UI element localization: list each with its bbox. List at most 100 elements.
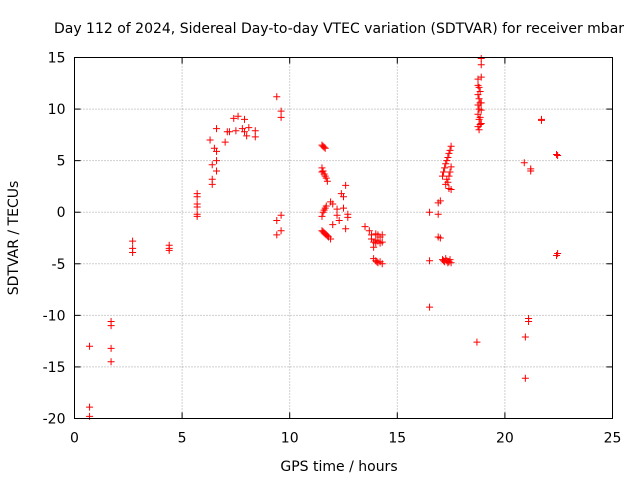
data-point xyxy=(273,93,281,101)
data-point xyxy=(327,235,335,243)
data-point xyxy=(208,161,216,169)
data-point xyxy=(477,120,485,128)
data-point xyxy=(340,204,347,212)
data-point xyxy=(444,178,452,186)
data-point xyxy=(477,99,485,107)
data-point xyxy=(521,333,529,341)
data-point xyxy=(378,231,386,239)
data-point xyxy=(476,113,484,121)
data-point xyxy=(446,146,454,154)
data-point xyxy=(436,234,444,242)
data-point xyxy=(273,231,281,239)
data-point xyxy=(473,338,481,346)
data-point xyxy=(475,95,483,103)
data-point xyxy=(520,159,528,167)
data-point xyxy=(107,344,115,352)
data-point xyxy=(213,125,221,133)
data-point xyxy=(322,202,330,210)
data-point xyxy=(277,227,285,235)
data-point xyxy=(208,180,216,188)
data-point xyxy=(477,61,485,69)
data-point xyxy=(477,55,485,63)
data-point xyxy=(378,260,386,268)
data-point xyxy=(243,132,251,140)
data-point xyxy=(221,138,229,146)
x-axis-label: GPS time / hours xyxy=(280,459,397,475)
data-point xyxy=(277,113,285,121)
data-point xyxy=(447,142,455,150)
data-point xyxy=(447,259,455,267)
grid-lines xyxy=(74,57,613,419)
data-point xyxy=(446,168,454,176)
data-point xyxy=(477,73,485,81)
chart-title: Day 112 of 2024, Sidereal Day-to-day VTE… xyxy=(54,21,624,37)
data-point xyxy=(445,149,453,157)
data-point xyxy=(318,212,326,220)
data-point xyxy=(443,157,451,165)
y-tick-label: -20 xyxy=(43,412,66,428)
y-tick-label: 0 xyxy=(57,205,66,221)
data-point xyxy=(436,197,444,205)
data-point xyxy=(277,107,285,115)
x-tick-label: 20 xyxy=(496,431,514,447)
data-point xyxy=(370,243,378,251)
data-point xyxy=(329,200,337,208)
data-point xyxy=(440,168,448,176)
data-point xyxy=(553,150,561,158)
data-point xyxy=(213,157,221,165)
data-point xyxy=(245,124,253,132)
data-point xyxy=(251,127,259,135)
data-point xyxy=(426,208,434,216)
data-point xyxy=(273,216,281,224)
data-point xyxy=(329,221,337,229)
data-point xyxy=(445,172,453,180)
data-points xyxy=(86,55,562,420)
data-point xyxy=(361,223,369,231)
data-point xyxy=(527,167,535,175)
data-point xyxy=(323,232,331,240)
data-point xyxy=(241,115,249,123)
data-point xyxy=(251,133,259,141)
data-point xyxy=(322,174,330,182)
data-point xyxy=(232,127,240,135)
data-point xyxy=(365,227,373,235)
y-tick-label: -15 xyxy=(43,360,66,376)
data-point xyxy=(230,114,238,122)
data-point xyxy=(476,88,484,96)
data-point xyxy=(554,151,562,159)
data-point xyxy=(277,211,285,219)
data-point xyxy=(342,181,350,189)
x-tick-label: 15 xyxy=(388,431,406,447)
data-point xyxy=(213,147,221,155)
data-point xyxy=(213,167,221,175)
data-point xyxy=(129,237,137,245)
data-point xyxy=(434,210,442,218)
data-point xyxy=(340,193,347,201)
data-point xyxy=(475,126,483,134)
data-point xyxy=(320,143,328,151)
data-point xyxy=(86,342,94,350)
data-point xyxy=(446,256,454,264)
data-point xyxy=(476,121,484,129)
data-point xyxy=(86,403,94,411)
data-point xyxy=(344,210,352,218)
data-point xyxy=(333,211,341,219)
data-point xyxy=(165,246,173,254)
data-point xyxy=(193,212,201,220)
data-point xyxy=(129,248,137,256)
data-point xyxy=(107,358,115,366)
data-point xyxy=(323,177,331,185)
data-point xyxy=(319,167,327,175)
data-point xyxy=(107,322,115,330)
data-point xyxy=(225,128,233,136)
data-point xyxy=(193,193,201,201)
plot-frame xyxy=(74,57,613,419)
data-point xyxy=(442,160,450,168)
data-point xyxy=(447,163,455,171)
x-tick-label: 25 xyxy=(604,431,622,447)
x-tick-label: 5 xyxy=(178,431,187,447)
y-tick-label: -10 xyxy=(43,308,66,324)
y-tick-label: 15 xyxy=(48,51,66,67)
data-point xyxy=(426,303,434,311)
